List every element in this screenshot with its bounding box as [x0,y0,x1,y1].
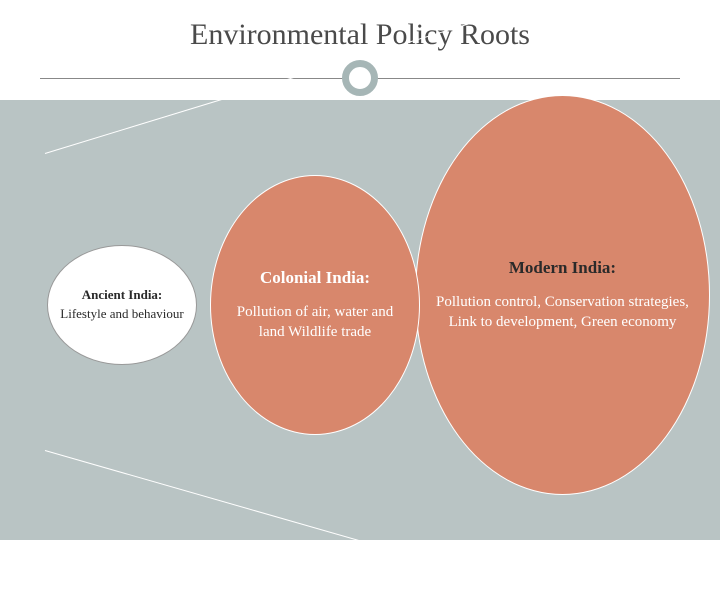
roots-diagram: Modern India: Pollution control, Conserv… [0,100,720,540]
ellipse-modern: Modern India: Pollution control, Conserv… [415,95,710,495]
colonial-heading: Colonial India: [223,268,407,288]
modern-body: Pollution control, Conservation strategi… [436,292,689,333]
colonial-body: Pollution of air, water and land Wildlif… [223,302,407,343]
page-title: Environmental Policy Roots [0,0,720,52]
ancient-body: Lifestyle and behaviour [60,305,183,323]
title-circle-icon [342,60,378,96]
modern-heading: Modern India: [436,258,689,278]
ancient-heading: Ancient India: [60,287,183,303]
ellipse-colonial: Colonial India: Pollution of air, water … [210,175,420,435]
ellipse-ancient: Ancient India: Lifestyle and behaviour [47,245,197,365]
perspective-line-bottom [45,450,555,597]
